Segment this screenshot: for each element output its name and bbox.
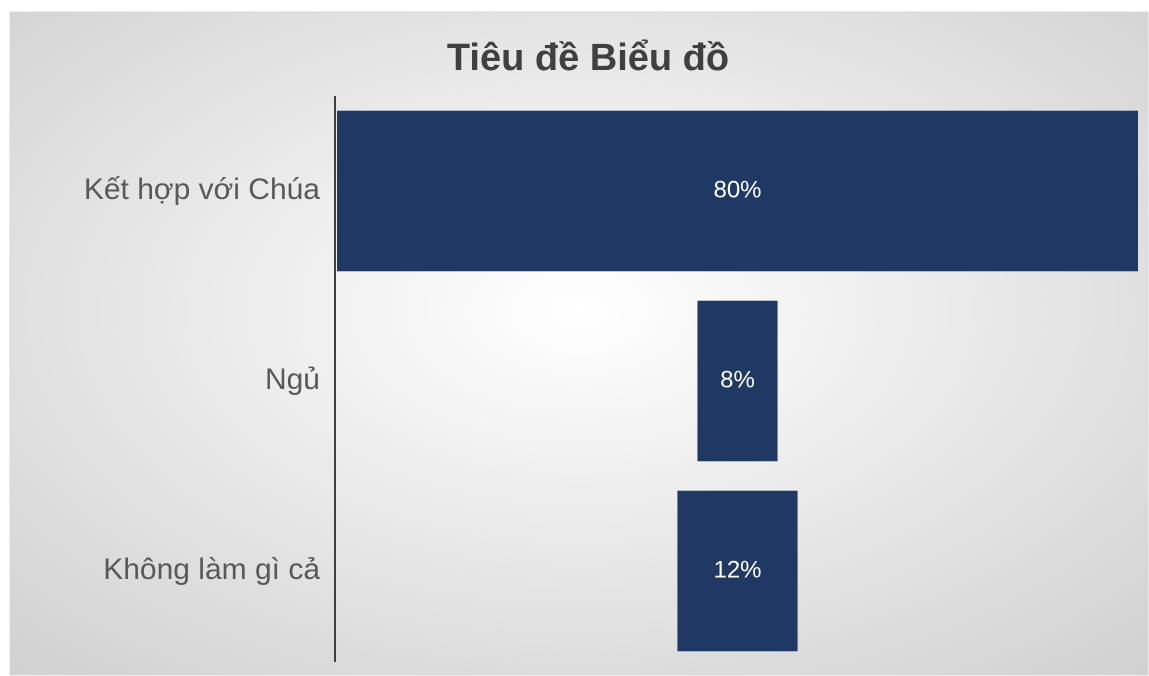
bar	[697, 300, 778, 462]
data-label: 8%	[720, 366, 755, 393]
bar	[337, 110, 1138, 272]
category-label: Kết hợp với Chúa	[84, 173, 320, 206]
category-label: Ngủ	[265, 363, 320, 396]
bar	[677, 490, 798, 652]
category-label: Không làm gì cả	[103, 553, 320, 586]
data-label: 80%	[713, 176, 761, 203]
chart-title: Tiêu đề Biểu đồ	[447, 37, 729, 79]
data-label: 12%	[713, 556, 761, 583]
